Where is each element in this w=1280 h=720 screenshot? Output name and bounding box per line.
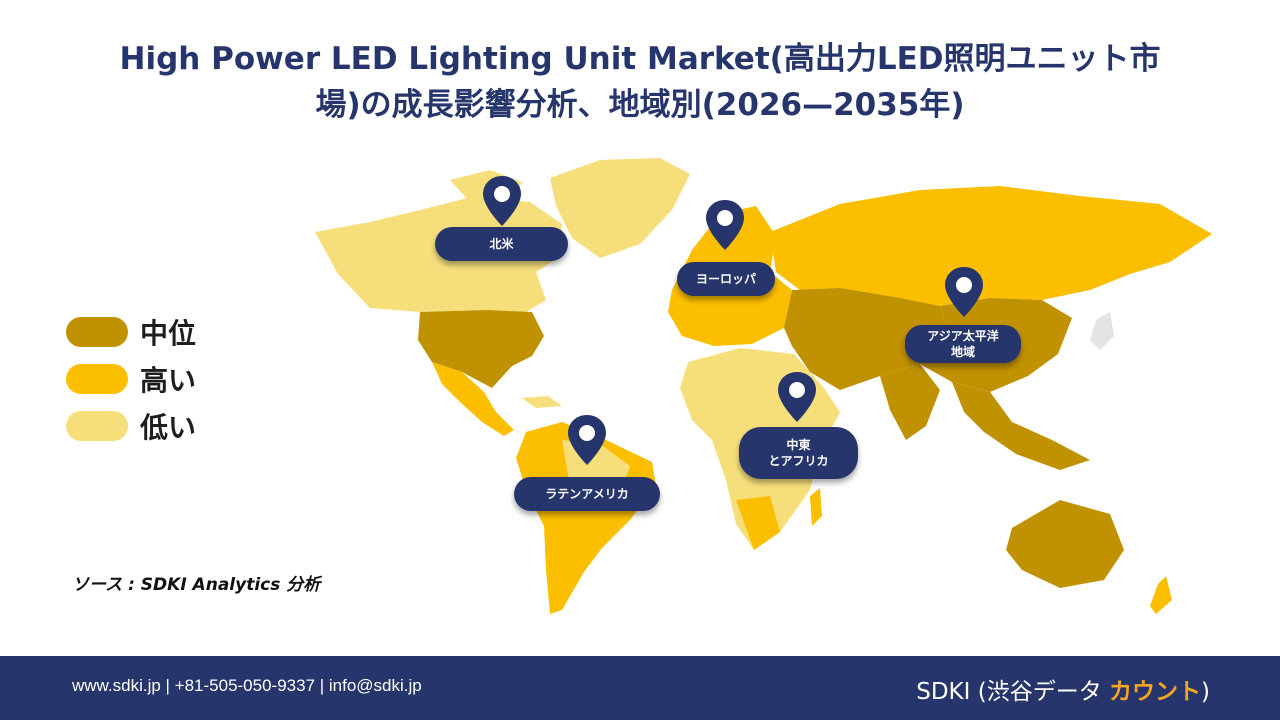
map-region-caribbean — [522, 396, 562, 408]
legend-label-low: 低い — [140, 411, 197, 444]
footer-contact: www.sdki.jp | +81-505-050-9337 | info@sd… — [72, 676, 422, 695]
region-tag-latin-america: ラテンアメリカ — [514, 477, 660, 511]
region-tag-europe: ヨーロッパ — [677, 262, 775, 296]
footer-bar: www.sdki.jp | +81-505-050-9337 | info@sd… — [0, 656, 1280, 720]
map-region-middle-east — [784, 288, 950, 390]
region-label-asia-pacific-1: アジア太平洋 — [927, 329, 999, 343]
map-region-new-zealand — [1150, 576, 1172, 614]
legend: 中位 高い 低い — [66, 316, 196, 457]
map-region-mexico — [432, 362, 514, 436]
region-tag-middle-east-africa: 中東 とアフリカ — [739, 427, 858, 479]
page-title: High Power LED Lighting Unit Market(高出力L… — [40, 36, 1240, 128]
region-label-mea-1: 中東 — [786, 438, 811, 452]
map-pin-icon — [706, 200, 744, 250]
map-pin-icon — [483, 176, 521, 226]
region-label-asia-pacific-2: 地域 — [950, 345, 975, 359]
map-pin-icon — [945, 267, 983, 317]
region-tag-asia-pacific: アジア太平洋 地域 — [905, 325, 1021, 363]
map-region-japan — [1090, 312, 1114, 350]
brand-accent: カウント — [1109, 679, 1202, 705]
footer-brand: SDKI (渋谷データ カウント) — [916, 672, 1210, 706]
map-region-india — [880, 364, 940, 440]
map-region-russia — [770, 186, 1212, 306]
brand-prefix: SDKI (渋谷データ — [916, 679, 1110, 705]
map-region-australia — [1006, 500, 1124, 588]
map-pin-icon — [568, 415, 606, 465]
legend-item-medium: 中位 — [66, 316, 196, 350]
brand-suffix: ) — [1201, 679, 1210, 705]
title-line-2: 場)の成長影響分析、地域別(2026—2035年) — [315, 87, 965, 123]
legend-label-high: 高い — [140, 364, 197, 397]
legend-swatch-high — [66, 364, 128, 394]
legend-swatch-low — [66, 411, 128, 441]
map-region-greenland — [550, 158, 690, 258]
map-region-africa-south — [736, 496, 780, 550]
legend-item-high: 高い — [66, 363, 196, 397]
map-region-usa — [418, 310, 544, 388]
map-region-southeast-asia — [952, 382, 1090, 470]
legend-swatch-medium — [66, 317, 128, 347]
source-note: ソース : SDKI Analytics 分析 — [72, 575, 321, 595]
title-line-1: High Power LED Lighting Unit Market(高出力L… — [119, 41, 1161, 77]
region-label-latin-america: ラテンアメリカ — [545, 487, 629, 501]
legend-label-medium: 中位 — [140, 317, 197, 350]
region-label-mea-2: とアフリカ — [768, 454, 829, 468]
map-region-madagascar — [810, 488, 822, 526]
world-map — [315, 158, 1212, 614]
legend-item-low: 低い — [66, 410, 196, 444]
region-label-north-america: 北米 — [489, 237, 514, 251]
region-label-europe: ヨーロッパ — [695, 272, 756, 286]
map-pin-icon — [778, 372, 816, 422]
region-tag-north-america: 北米 — [435, 227, 568, 261]
